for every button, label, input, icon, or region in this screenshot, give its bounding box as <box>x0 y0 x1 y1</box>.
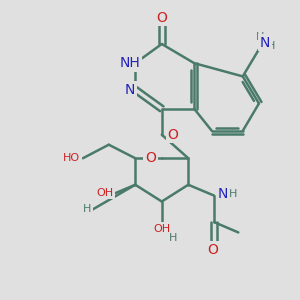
Text: OH: OH <box>153 224 170 234</box>
Text: H: H <box>82 204 91 214</box>
Text: O: O <box>207 243 218 257</box>
Text: OH: OH <box>96 188 113 198</box>
Text: N: N <box>217 187 228 201</box>
Text: H: H <box>267 41 275 51</box>
Text: H: H <box>169 233 177 243</box>
Text: O: O <box>156 11 167 25</box>
Text: H: H <box>256 32 265 42</box>
Text: N: N <box>260 36 270 50</box>
Text: N: N <box>125 82 135 97</box>
Text: O: O <box>145 151 156 165</box>
Text: HO: HO <box>63 153 80 163</box>
Text: H: H <box>229 189 238 199</box>
Text: NH: NH <box>120 56 140 70</box>
Text: O: O <box>167 128 178 142</box>
